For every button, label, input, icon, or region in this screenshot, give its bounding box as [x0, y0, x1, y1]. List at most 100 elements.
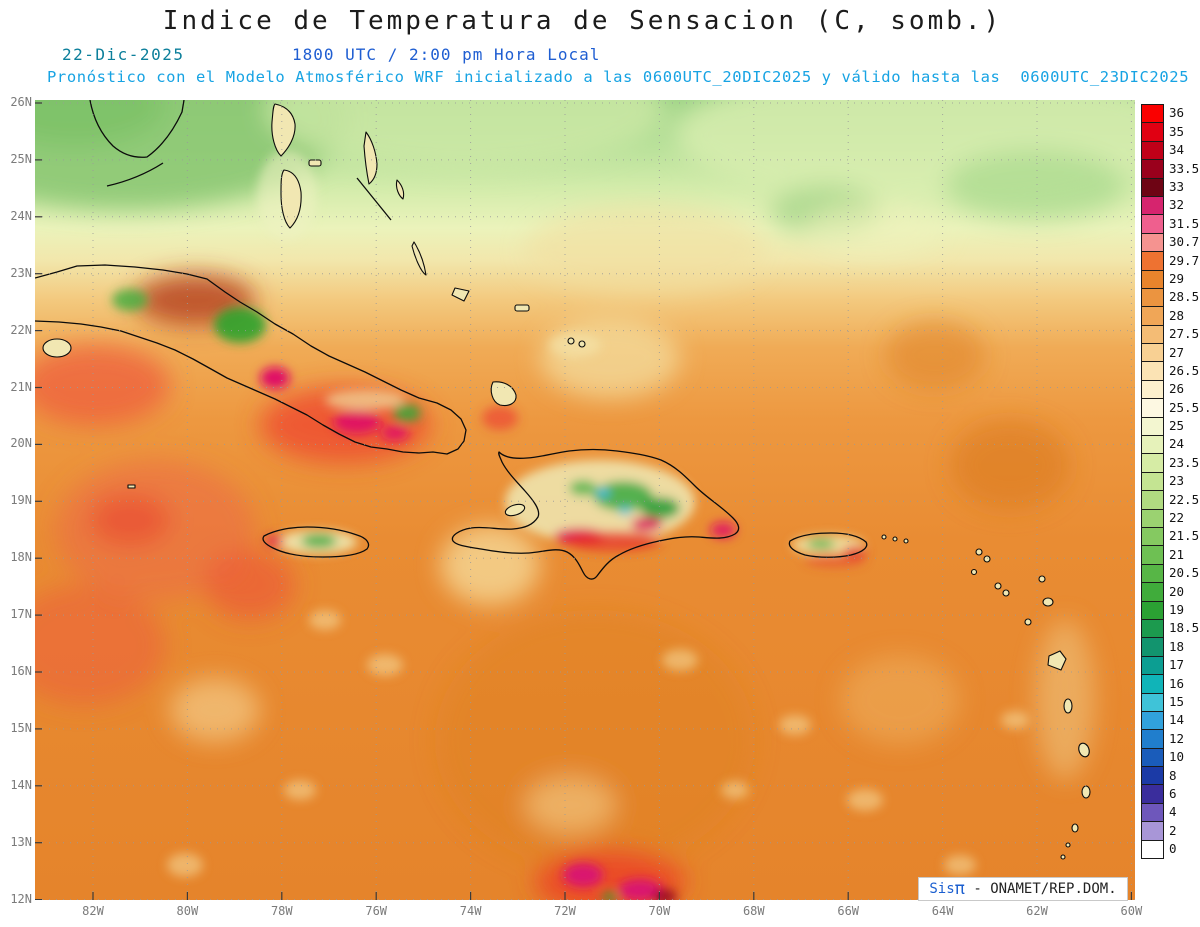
colorbar-swatch: [1141, 195, 1164, 216]
colorbar-swatch: [1141, 729, 1164, 749]
watermark-pi-icon: π: [954, 878, 965, 899]
colorbar-swatch: [1141, 508, 1164, 528]
lat-label: 13N: [10, 834, 32, 849]
colorbar-label: 8: [1169, 767, 1177, 783]
colorbar-swatch: [1141, 177, 1164, 197]
colorbar-swatch: [1141, 674, 1164, 694]
colorbar-label: 22: [1169, 510, 1185, 526]
lon-label: 76W: [365, 904, 388, 918]
colorbar-label: 26.5: [1169, 362, 1200, 378]
colorbar-label: 14: [1169, 712, 1185, 728]
colorbar-swatch: [1141, 287, 1164, 308]
colorbar-label: 25: [1169, 418, 1185, 434]
colorbar-label: 31.5: [1169, 215, 1200, 231]
lon-label: 80W: [176, 904, 199, 918]
colorbar-label: 16: [1169, 675, 1185, 691]
colorbar-row: 26: [1141, 379, 1199, 400]
forecast-date: 22-Dic-2025: [62, 45, 185, 64]
colorbar-label: 29.7: [1169, 252, 1200, 268]
grid-lines: [35, 100, 1135, 900]
lon-label: 62W: [1026, 904, 1048, 918]
colorbar-row: 18: [1141, 637, 1199, 657]
colorbar-row: 15: [1141, 692, 1199, 712]
colorbar-row: 31.5: [1141, 214, 1200, 234]
colorbar-label: 0: [1169, 841, 1177, 857]
colorbar-row: 21.5: [1141, 526, 1199, 547]
colorbar-row: 23: [1141, 471, 1199, 492]
colorbar-row: 24: [1141, 435, 1199, 455]
page-title: Indice de Temperatura de Sensacion (C, s…: [162, 6, 1003, 36]
colorbar-label: 25.5: [1169, 399, 1200, 415]
colorbar-swatch: [1141, 159, 1164, 179]
colorbar-row: 28.5: [1141, 287, 1199, 308]
colorbar-row: 33.5: [1141, 159, 1200, 179]
colorbar-swatch: [1141, 802, 1164, 823]
lon-label: 60W: [1120, 904, 1143, 918]
colorbar-row: 6: [1141, 784, 1199, 804]
colorbar-label: 20: [1169, 583, 1185, 599]
colorbar-row: 27.5: [1141, 324, 1199, 345]
lat-label: 23N: [10, 265, 32, 280]
colorbar-label: 30.7: [1169, 234, 1200, 250]
lon-label: 68W: [742, 904, 765, 918]
colorbar-swatch: [1141, 545, 1164, 565]
colorbar-label: 28: [1169, 307, 1185, 323]
lon-label: 64W: [931, 904, 954, 918]
colorbar-row: 28: [1141, 306, 1199, 326]
watermark: Sis π - ONAMET/REP.DOM.: [918, 877, 1128, 901]
lat-label: 15N: [10, 720, 32, 735]
colorbar-row: 23.5: [1141, 453, 1199, 473]
colorbar-swatch: [1141, 692, 1164, 712]
colorbar-label: 33.5: [1169, 160, 1200, 176]
bahamas-islands: [127, 103, 586, 489]
colorbar-label: 24: [1169, 436, 1185, 452]
colorbar-swatch: [1141, 324, 1164, 345]
colorbar-label: 36: [1169, 105, 1185, 121]
watermark-agency-text: - ONAMET/REP.DOM.: [973, 881, 1117, 897]
colorbar-label: 23: [1169, 473, 1185, 489]
colorbar-swatch: [1141, 526, 1164, 547]
colorbar-row: 26.5: [1141, 361, 1200, 381]
colorbar-swatch: [1141, 600, 1164, 620]
colorbar-swatch: [1141, 251, 1164, 271]
lat-label: 25N: [10, 151, 32, 166]
colorbar-row: 27: [1141, 343, 1199, 363]
forecast-valid-time: 1800 UTC / 2:00 pm Hora Local: [292, 45, 601, 64]
colorbar-swatch: [1141, 416, 1164, 437]
jamaica-coastline: [262, 526, 370, 558]
colorbar-row: 29: [1141, 269, 1199, 289]
colorbar-label: 20.5: [1169, 565, 1200, 581]
colorbar-row: 10: [1141, 747, 1199, 768]
colorbar-legend: 36 35 34 33.5 33 32 31.5 30.7 29.7 29 28.5 28 27.5 27…: [1141, 104, 1200, 860]
colorbar-label: 26: [1169, 381, 1185, 397]
colorbar-swatch: [1141, 343, 1164, 363]
lat-label: 21N: [10, 379, 32, 394]
colorbar-row: 4: [1141, 802, 1199, 823]
colorbar-row: 12: [1141, 729, 1199, 749]
lon-label: 72W: [554, 904, 576, 918]
lat-label: 17N: [10, 607, 32, 622]
lesser-antilles-islands: [881, 534, 1091, 896]
colorbar-row: 32: [1141, 195, 1199, 216]
colorbar-label: 27: [1169, 344, 1185, 360]
colorbar-row: 29.7: [1141, 251, 1200, 271]
lon-label: 74W: [459, 904, 482, 918]
colorbar-label: 19: [1169, 601, 1185, 617]
colorbar-label: 2: [1169, 822, 1177, 838]
colorbar-row: 30.7: [1141, 232, 1200, 253]
colorbar-row: 21: [1141, 545, 1199, 565]
colorbar-row: 17: [1141, 655, 1199, 676]
colorbar-row: 8: [1141, 766, 1199, 786]
colorbar-row: 2: [1141, 821, 1199, 841]
colorbar-label: 4: [1169, 804, 1177, 820]
colorbar-swatch: [1141, 453, 1164, 473]
isla-juventud: [42, 338, 72, 358]
watermark-agency: [965, 881, 973, 897]
colorbar-row: 33: [1141, 177, 1199, 197]
lat-label: 14N: [10, 777, 32, 792]
colorbar-label: 35: [1169, 123, 1185, 139]
watermark-sis: Sis: [929, 881, 955, 897]
colorbar-label: 17: [1169, 657, 1185, 673]
lat-label: 16N: [10, 664, 32, 678]
